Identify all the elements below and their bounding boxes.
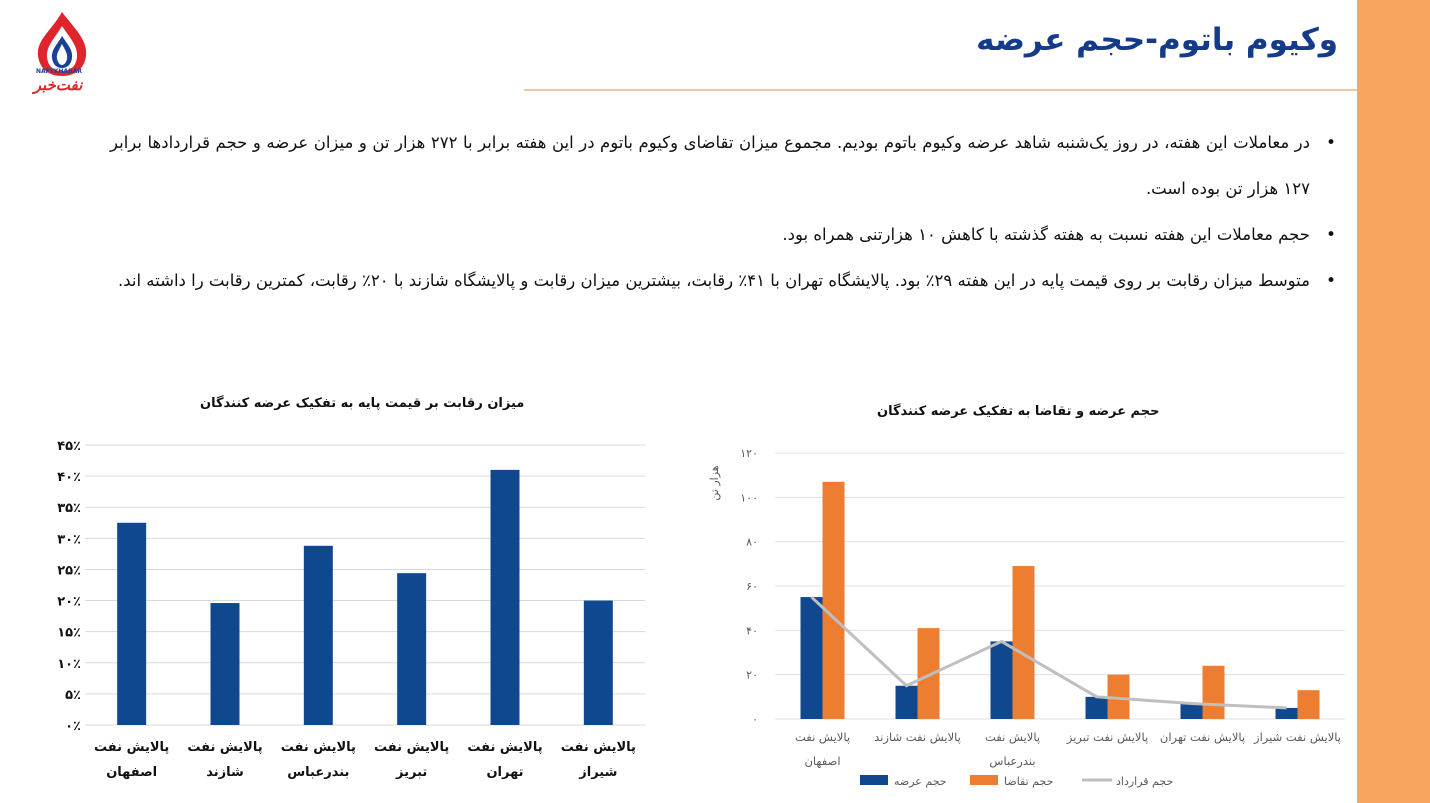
bullet-item: در معاملات این هفته، در روز یک‌شنبه شاهد…: [110, 120, 1336, 212]
y-tick-label: ۳۰٪: [57, 532, 81, 547]
legend-label: حجم تقاضا: [1004, 775, 1053, 788]
x-tick-label: پالایش نفت شیراز: [1253, 730, 1341, 745]
x-tick-label: تهران: [486, 765, 523, 780]
bar: [490, 469, 520, 725]
bar-demand: [917, 628, 940, 719]
y-tick-label: ۵٪: [65, 688, 81, 703]
bar: [210, 603, 240, 725]
bar-supply: [800, 597, 823, 719]
y-tick-label: ۲۰٪: [57, 595, 81, 610]
bar-supply: [990, 641, 1013, 719]
x-tick-label: پالایش نفت: [985, 730, 1040, 745]
contract-line: [810, 595, 1287, 710]
logo-latin-text: NAFTKHABAR: [35, 68, 82, 75]
x-tick-label: پالایش نفت: [795, 730, 850, 745]
competition-chart: ۰٪ ۵٪ ۱۰٪ ۱۵٪ ۲۰٪ ۲۵٪ ۳۰٪ ۳۵٪ ۴۰٪ ۴۵٪ پالایش نفت اص…: [57, 439, 645, 780]
y-axis-label: هزار تن: [708, 465, 721, 500]
legend-label: حجم عرضه: [894, 775, 947, 788]
bullet-list: در معاملات این هفته، در روز یک‌شنبه شاهد…: [110, 120, 1336, 304]
flame-logo-icon: [37, 12, 87, 76]
supply-demand-chart: ۰ ۲۰ ۴۰ ۶۰ ۸۰ ۱۰۰ ۱۲۰ هزار تن پالایش نفت اصفهان پا…: [708, 447, 1345, 788]
bar-demand: [1012, 566, 1035, 719]
x-tick-label: پالایش نفت: [561, 740, 636, 755]
bar-supply: [895, 685, 918, 719]
legend-swatch: [860, 775, 888, 785]
bar: [117, 522, 147, 725]
bar-demand: [822, 481, 845, 719]
x-tick-label: تبریز: [395, 765, 427, 780]
x-tick-label: بندرعباس: [287, 765, 349, 780]
legend-swatch: [970, 775, 998, 785]
bar-demand: [1202, 665, 1225, 719]
y-tick-label: ۱۵٪: [57, 626, 81, 641]
y-tick-label: ۰٪: [65, 719, 81, 734]
y-tick-label: ۴۰٪: [57, 470, 81, 485]
bar-supply: [1180, 703, 1203, 719]
chart-title-volume: حجم عرضه و تقاضا به تفکیک عرضه کنندگان: [877, 404, 1160, 419]
bar: [583, 600, 613, 725]
y-tick-label: ۳۵٪: [57, 501, 81, 516]
bar-demand: [1107, 674, 1130, 719]
x-tick-label: پالایش نفت: [187, 740, 262, 755]
y-tick-label: ۲۰: [746, 669, 758, 682]
x-tick-label: پالایش نفت تبریز: [1066, 730, 1148, 745]
x-tick-label: پالایش نفت: [374, 740, 449, 755]
x-tick-label: بندرعباس: [989, 754, 1035, 769]
bar-supply: [1085, 696, 1108, 719]
title-divider: [524, 89, 1357, 91]
brand-logo: [22, 10, 102, 102]
y-tick-label: ۰: [752, 713, 758, 726]
chart-title-competition: میزان رقابت بر قیمت پایه به تفکیک عرضه ک…: [200, 396, 525, 411]
y-tick-label: ۱۲۰: [740, 447, 758, 460]
x-tick-label: پالایش نفت تهران: [1160, 730, 1245, 745]
legend-label: حجم قرارداد: [1116, 775, 1173, 788]
bar: [397, 573, 427, 725]
logo-text: نفت‌خبر: [33, 76, 83, 94]
x-tick-label: پالایش نفت: [281, 740, 356, 755]
y-tick-label: ۴۵٪: [57, 439, 81, 454]
side-accent-bar: [1357, 0, 1430, 803]
y-tick-label: ۲۵٪: [57, 563, 81, 578]
bar-demand: [1297, 690, 1320, 719]
x-tick-label: اصفهان: [106, 765, 157, 780]
y-tick-label: ۱۰٪: [57, 657, 81, 672]
page-title: وکیوم باتوم-حجم عرضه: [976, 22, 1338, 58]
y-tick-label: ۴۰: [746, 624, 758, 637]
x-tick-label: پالایش نفت: [94, 740, 169, 755]
y-tick-label: ۱۰۰: [740, 491, 758, 504]
x-tick-label: اصفهان: [804, 754, 840, 768]
y-tick-label: ۶۰: [746, 580, 758, 593]
bullet-item: متوسط میزان رقابت بر روی قیمت پایه در ای…: [110, 258, 1336, 304]
y-tick-label: ۸۰: [746, 536, 758, 549]
bullet-item: حجم معاملات این هفته نسبت به هفته گذشته …: [110, 212, 1336, 258]
bar: [303, 545, 333, 725]
x-tick-label: شیراز: [578, 765, 617, 780]
x-tick-label: پالایش نفت شازند: [874, 730, 961, 745]
bar-supply: [1275, 707, 1298, 719]
x-tick-label: شازند: [206, 765, 244, 780]
x-tick-label: پالایش نفت: [467, 740, 542, 755]
